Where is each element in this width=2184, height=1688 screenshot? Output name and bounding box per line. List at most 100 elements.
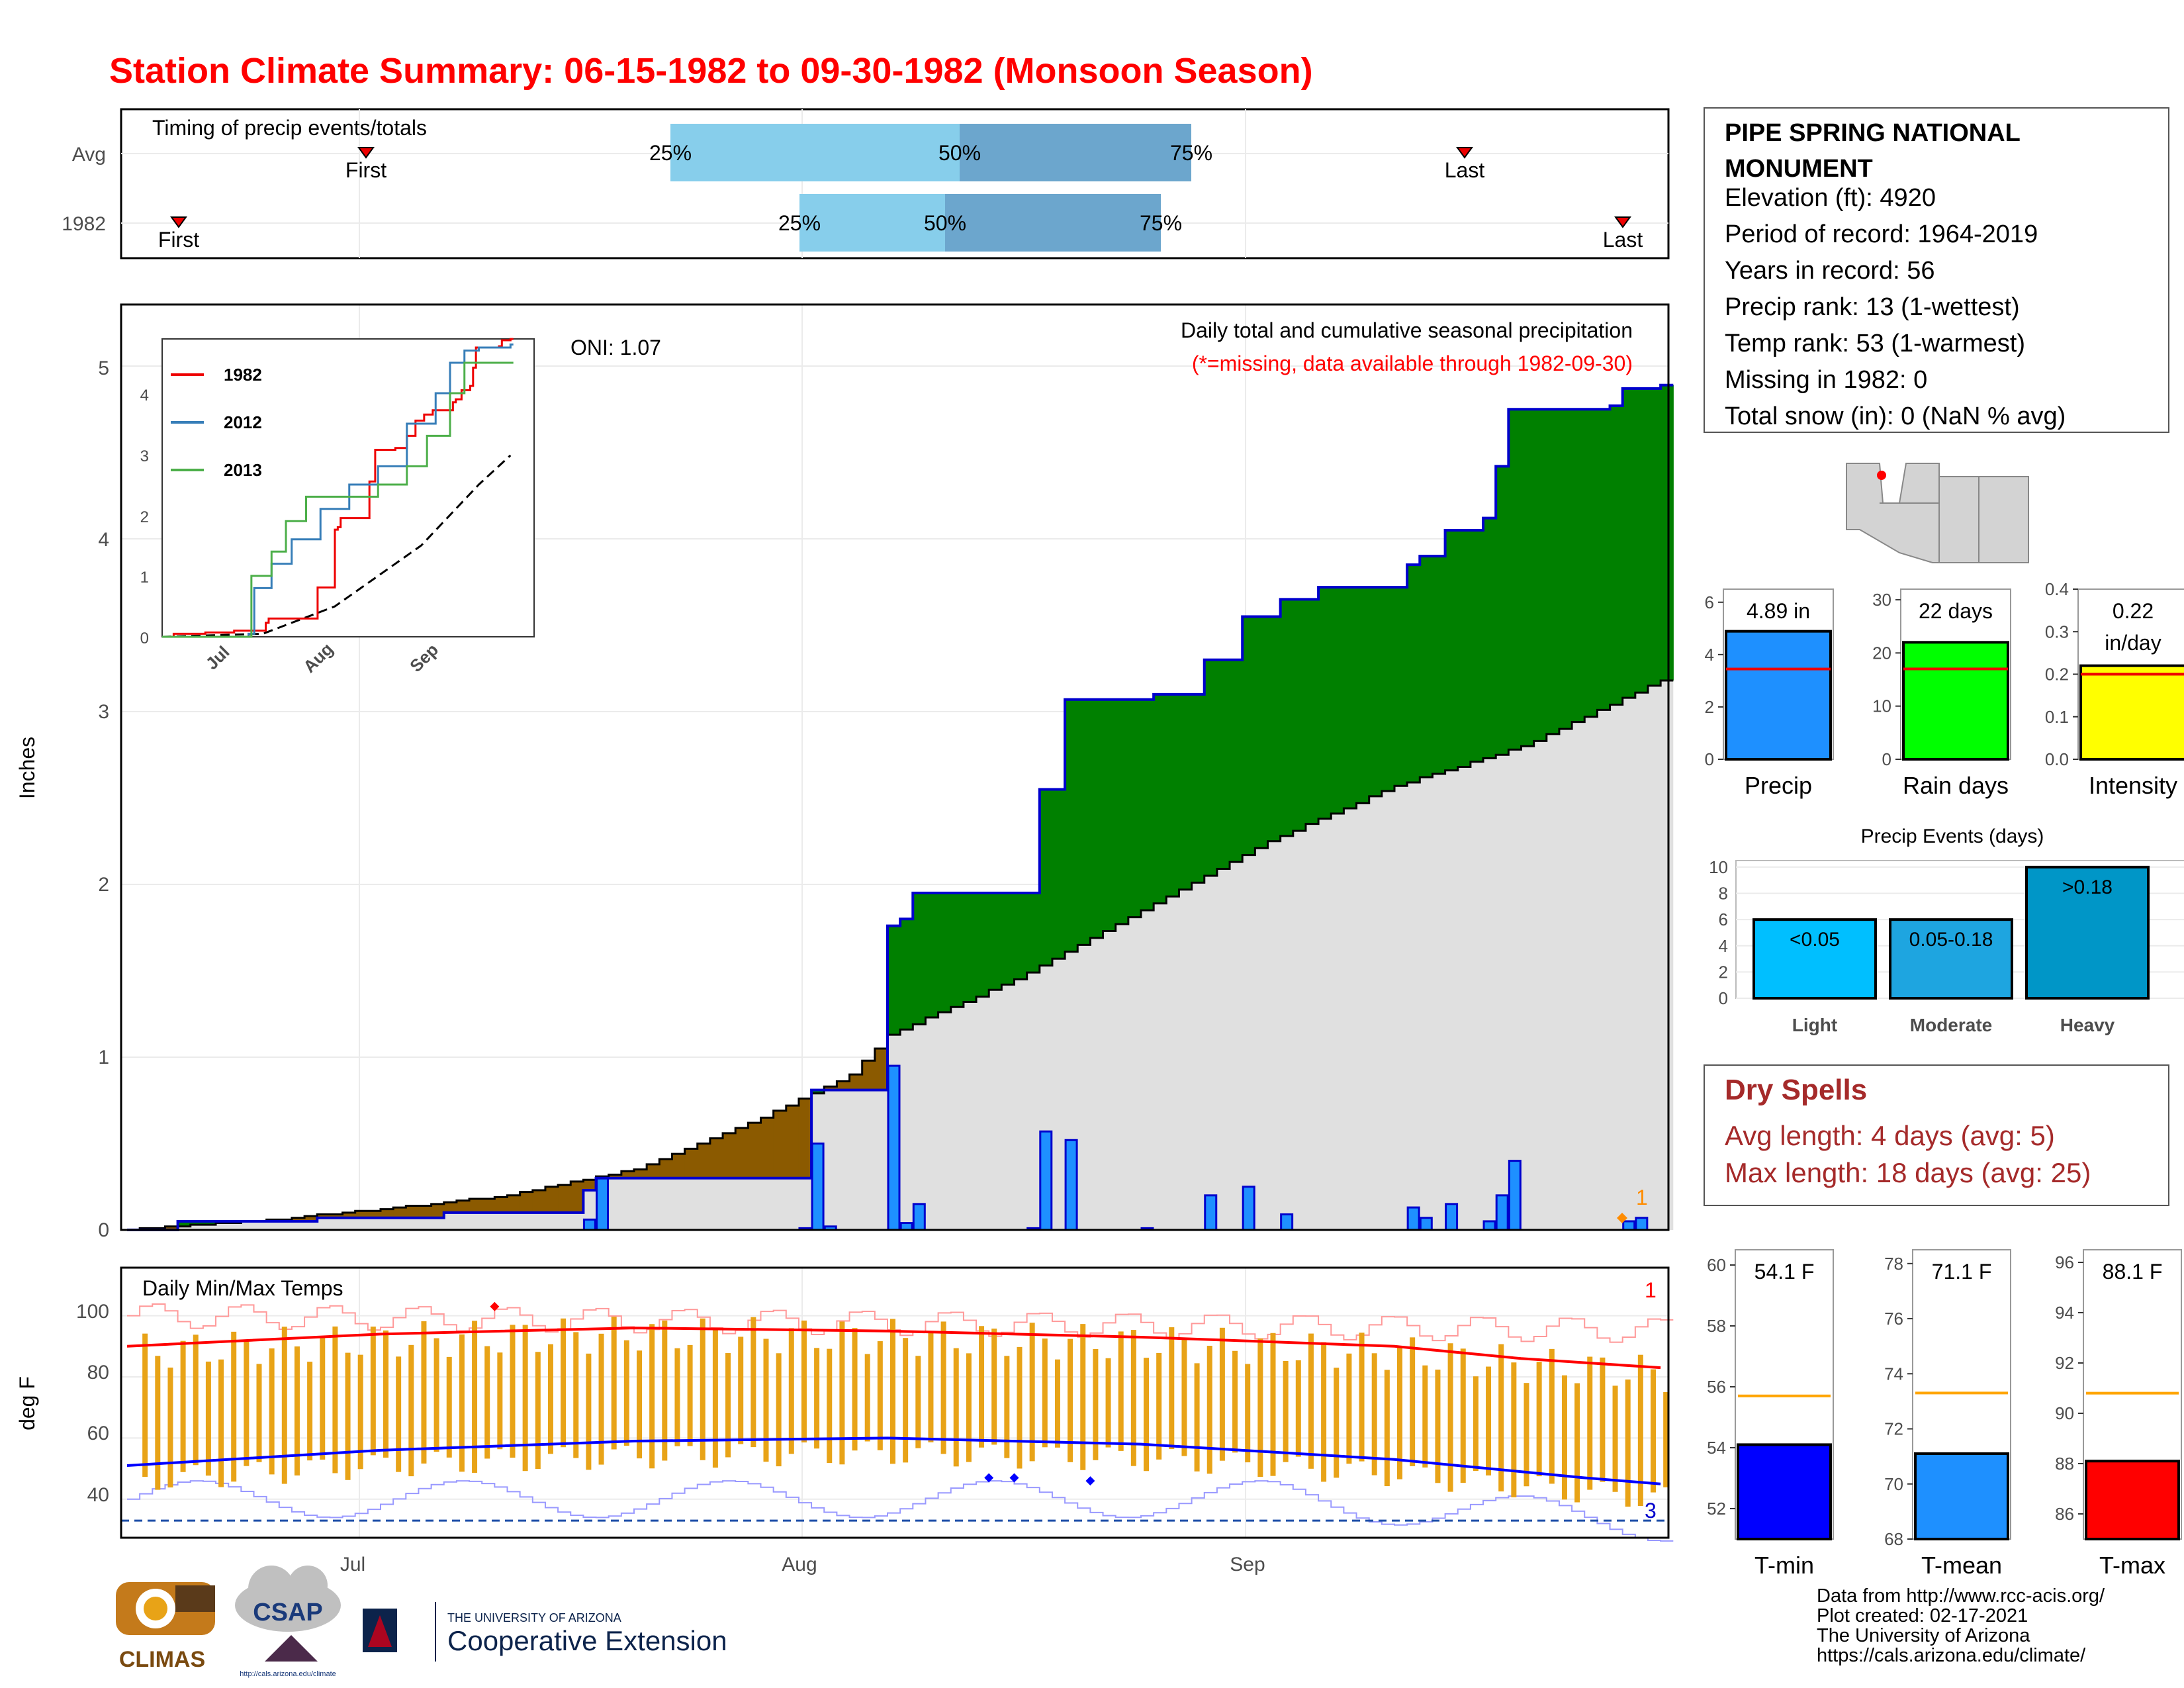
daily-temp-range-bar: [1511, 1362, 1517, 1497]
precip-total-value: 4.89 in: [1747, 599, 1810, 623]
cumulative-diff-segment: [1533, 409, 1547, 741]
daily-temp-range-bar: [712, 1329, 718, 1468]
cumulative-diff-segment: [1381, 587, 1395, 792]
events-category-label: Moderate: [1910, 1015, 1992, 1035]
missing-flag: 1: [1636, 1186, 1648, 1209]
tmax-tick-label: 86: [2055, 1504, 2074, 1524]
inset-y-tick-2: 2: [140, 508, 149, 526]
daily-temp-range-bar: [522, 1325, 528, 1472]
daily-temp-range-bar: [674, 1348, 680, 1446]
timing-avg-q25: 25%: [649, 141, 692, 165]
daily-temp-range-bar: [155, 1356, 161, 1490]
precip-total-label: Precip: [1745, 772, 1812, 799]
cumulative-diff-segment: [367, 1211, 381, 1218]
daily-temp-range-bar: [294, 1346, 300, 1476]
daily-precip-bar: [1495, 1194, 1509, 1231]
daily-temp-range-bar: [1068, 1338, 1073, 1462]
temp-y-tick-40: 40: [87, 1484, 109, 1506]
intensity-bar: [2079, 664, 2184, 761]
cumulative-diff-segment: [621, 1171, 635, 1178]
cumulative-diff-segment: [874, 1048, 888, 1090]
daily-temp-range-bar: [256, 1364, 262, 1462]
daily-temp-range-bar: [1257, 1338, 1263, 1477]
daily-temp-range-bar: [1219, 1327, 1225, 1461]
cumulative-diff-segment: [1496, 466, 1509, 755]
daily-temp-range-bar: [497, 1352, 503, 1450]
rain-days-tick-label: 20: [1872, 643, 1891, 663]
daily-precip-bar: [811, 1143, 825, 1231]
cumulative-diff-segment: [837, 1081, 850, 1090]
daily-temp-range-bar: [586, 1353, 592, 1470]
daily-precip-bar: [912, 1203, 926, 1231]
intensity-tick-label: 0.3: [2045, 622, 2069, 641]
tmin-chart: 52 54 56 58 60 54.1 F T-min: [1707, 1249, 1834, 1579]
daily-temp-range-bar: [332, 1326, 338, 1474]
cumulative-diff-segment: [558, 1185, 571, 1213]
cumulative-diff-segment: [165, 1226, 179, 1230]
events-tick-label: 8: [1719, 884, 1728, 904]
rain-days-tick-label: 10: [1872, 696, 1891, 716]
timing-row-1982-label: 1982: [62, 213, 106, 235]
credit-line-4: https://cals.arizona.edu/climate/: [1817, 1645, 2086, 1666]
cumulative-diff-segment: [1077, 699, 1091, 945]
daily-temp-range-bar: [1422, 1365, 1428, 1468]
cumulative-diff-segment: [735, 1128, 749, 1178]
cumulative-diff-segment: [583, 1180, 597, 1190]
timing-panel: Timing of precip events/totals Avg 1982 …: [62, 108, 1670, 259]
cumulative-diff-segment: [1584, 409, 1598, 717]
cumulative-diff-segment: [1115, 699, 1129, 925]
daily-temp-range-bar: [1194, 1363, 1200, 1472]
daily-temp-range-bar: [1308, 1333, 1314, 1469]
daily-temp-range-bar: [1029, 1323, 1035, 1462]
daily-temp-range-bar: [357, 1354, 363, 1470]
timing-row-avg-label: Avg: [72, 144, 106, 165]
cumulative-diff-segment: [1369, 587, 1383, 796]
cumulative-diff-segment: [1331, 587, 1344, 814]
cumulative-diff-segment: [317, 1214, 330, 1218]
daily-temp-range-bar: [611, 1317, 617, 1450]
daily-precip-bar: [1419, 1217, 1433, 1231]
daily-precip-bar: [1039, 1130, 1053, 1231]
inset-y-tick-1: 1: [140, 569, 149, 586]
events-tick-label: 2: [1719, 962, 1728, 982]
cumulative-diff-segment: [1445, 530, 1459, 771]
inset-legend-2013: 2013: [224, 460, 262, 480]
rain-days-label: Rain days: [1903, 772, 2009, 799]
daily-temp-range-bar: [433, 1338, 439, 1452]
station-line-6: Missing in 1982: 0: [1725, 366, 1928, 394]
intensity-label: Intensity: [2089, 772, 2177, 799]
daily-precip-bar: [1482, 1220, 1496, 1231]
cumulative-diff-segment: [925, 893, 939, 1017]
tmean-tick-label: 74: [1884, 1364, 1903, 1383]
cumulative-diff-segment: [1014, 893, 1028, 980]
daily-temp-range-bar: [1625, 1379, 1631, 1507]
credit-line-3: The University of Arizona: [1817, 1625, 2030, 1646]
cumulative-diff-segment: [672, 1154, 686, 1178]
inset-line-2013: [162, 361, 514, 638]
station-location-marker: [1877, 471, 1886, 480]
daily-precip-bar: [1204, 1194, 1218, 1231]
cumulative-diff-segment: [532, 1190, 546, 1213]
cumulative-diff-segment: [507, 1195, 521, 1213]
tmin-tick-label: 56: [1707, 1377, 1726, 1397]
daily-temp-range-bar: [1486, 1366, 1492, 1476]
precip-total-chart: 0 2 4 6 4.89 in Precip: [1705, 588, 1834, 799]
daily-temp-range-bar: [687, 1344, 693, 1446]
daily-temp-range-bar: [1384, 1370, 1390, 1487]
cumulative-diff-segment: [177, 1221, 191, 1227]
cumulative-diff-segment: [1343, 587, 1357, 809]
ua-logo-small: THE UNIVERSITY OF ARIZONA: [447, 1611, 621, 1624]
intensity-tick-label: 0.2: [2045, 665, 2069, 684]
daily-temp-range-bar: [966, 1353, 972, 1462]
intensity-chart: 0.0 0.1 0.2 0.3 0.4 0.22 in/day Intensity: [2045, 579, 2184, 799]
daily-temp-range-bar: [345, 1352, 351, 1480]
daily-temp-range-bar: [1093, 1348, 1099, 1460]
daily-temp-range-bar: [903, 1338, 909, 1463]
tmean-tick-label: 78: [1884, 1254, 1903, 1274]
station-line-1: Elevation (ft): 4920: [1725, 184, 1936, 212]
precip-y-tick-4: 4: [98, 529, 109, 551]
cumulative-diff-segment: [1103, 699, 1116, 931]
timing-1982-first-marker: [170, 216, 187, 228]
daily-temp-range-bar: [827, 1348, 833, 1464]
cumulative-diff-segment: [1090, 699, 1104, 938]
